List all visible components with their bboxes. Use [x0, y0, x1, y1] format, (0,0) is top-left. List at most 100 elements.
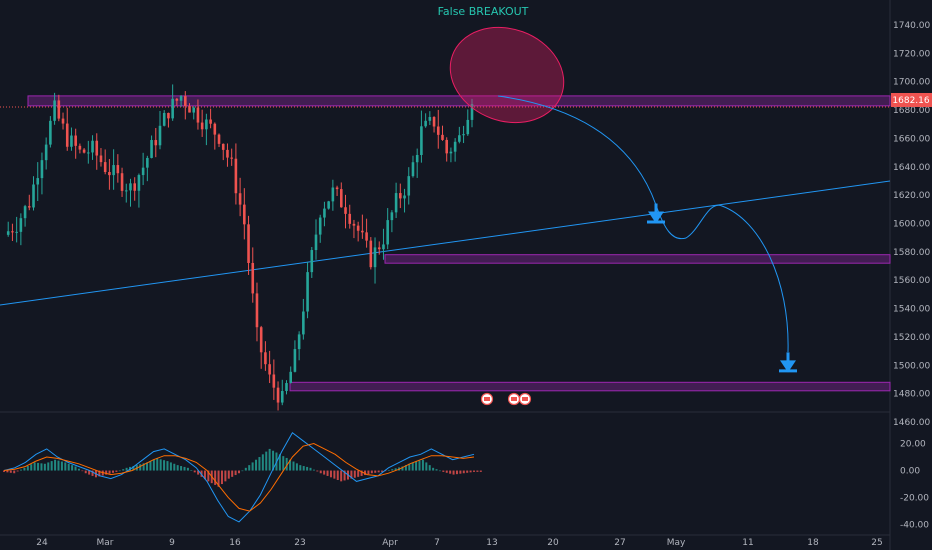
candle-body	[133, 183, 137, 191]
macd-histogram-bar	[108, 470, 111, 474]
candle-body	[209, 119, 212, 124]
macd-histogram-bar	[30, 464, 33, 471]
macd-histogram-bar	[50, 461, 53, 471]
macd-histogram-bar	[54, 459, 57, 471]
candle-body	[390, 212, 394, 221]
candle-body	[247, 224, 250, 263]
macd-histogram-bar	[166, 461, 169, 471]
price-tick-label: 1700.00	[893, 78, 930, 88]
candle-body	[470, 104, 474, 120]
candle-body	[183, 96, 187, 106]
candle-body	[103, 162, 107, 173]
overlay-layer	[449, 26, 797, 406]
candle-body	[6, 231, 10, 235]
candle-body	[264, 352, 267, 365]
macd-histogram-bar	[176, 465, 179, 471]
candle-body	[40, 160, 44, 179]
candles-layer	[6, 84, 474, 411]
macd-histogram-bar	[309, 467, 312, 471]
macd-histogram-bar	[186, 467, 189, 471]
candle-body	[23, 206, 27, 219]
macd-histogram-bar	[98, 470, 101, 477]
macd-histogram-bar	[421, 459, 424, 471]
candle-body	[424, 120, 427, 127]
macd-histogram-bar	[115, 470, 118, 472]
time-tick-label: 13	[486, 538, 497, 548]
candle-body	[217, 134, 221, 144]
macd-histogram-bar	[13, 470, 16, 474]
macd-histogram-bar	[163, 460, 166, 471]
macd-histogram-bar	[323, 470, 326, 475]
macd-histogram-bar	[479, 470, 482, 472]
macd-histogram-bar	[476, 470, 479, 472]
macd-histogram-bar	[74, 466, 77, 471]
macd-histogram-bar	[122, 469, 125, 471]
price-tick-label: 1560.00	[893, 276, 930, 286]
candle-body	[95, 140, 99, 156]
candle-body	[78, 145, 82, 150]
price-tick-label: 1480.00	[893, 390, 930, 400]
time-tick-label: Apr	[382, 538, 398, 548]
price-tick-label: 1520.00	[893, 333, 930, 343]
macd-histogram-bar	[360, 470, 363, 476]
macd-histogram-bar	[272, 450, 275, 471]
macd-histogram-bar	[415, 461, 418, 471]
time-tick-label: Mar	[97, 538, 114, 548]
macd-histogram-bar	[353, 470, 356, 478]
macd-histogram-bar	[459, 470, 462, 474]
candle-body	[243, 204, 246, 225]
candle-body	[365, 232, 368, 241]
macd-histogram-bar	[241, 470, 244, 472]
macd-histogram-bar	[435, 469, 438, 471]
candle-body	[302, 311, 305, 335]
candle-body	[356, 225, 360, 231]
candle-body	[36, 178, 40, 185]
candle-body	[74, 135, 77, 146]
macd-histogram-bar	[408, 463, 411, 471]
candle-body	[318, 217, 322, 235]
candle-body	[428, 117, 432, 121]
candle-body	[415, 154, 419, 163]
time-tick-label: 16	[229, 538, 241, 548]
candle-body	[19, 218, 23, 232]
macd-histogram-bar	[47, 462, 50, 471]
time-tick-label: 27	[614, 538, 625, 548]
macd-histogram-bar	[452, 470, 455, 475]
macd-tick-label: 0.00	[900, 467, 920, 477]
candle-body	[49, 120, 52, 145]
macd-histogram-bar	[367, 470, 370, 475]
macd-histogram-bar	[231, 470, 234, 477]
candle-body	[377, 247, 381, 250]
macd-histogram-bar	[282, 456, 285, 471]
candle-body	[411, 162, 415, 177]
macd-histogram-bar	[234, 470, 237, 476]
macd-histogram-bar	[156, 458, 159, 471]
candle-body	[394, 193, 398, 213]
macd-histogram-bar	[227, 470, 230, 479]
macd-histogram-bar	[3, 470, 5, 472]
macd-tick-label: -20.00	[900, 494, 929, 504]
candle-body	[314, 234, 318, 251]
macd-histogram-bar	[60, 461, 63, 471]
time-tick-label: 24	[36, 538, 48, 548]
candle-body	[146, 157, 149, 168]
macd-histogram-bar	[16, 470, 19, 472]
macd-histogram-bar	[292, 461, 295, 471]
target-arrow-icon	[648, 211, 664, 224]
price-tick-label: 1660.00	[893, 134, 930, 144]
macd-tick-label: 20.00	[900, 440, 926, 450]
candle-body	[15, 231, 18, 233]
macd-histogram-bar	[343, 470, 346, 481]
candle-body	[462, 134, 465, 136]
candle-body	[141, 167, 145, 176]
candle-body	[44, 144, 48, 161]
macd-pane	[3, 431, 482, 523]
candle-body	[162, 112, 166, 126]
candle-body	[158, 125, 162, 146]
candle-body	[112, 165, 115, 176]
macd-histogram-bar	[33, 462, 36, 471]
candle-body	[192, 107, 196, 113]
candle-body	[280, 390, 284, 403]
macd-histogram-bar	[299, 465, 302, 471]
